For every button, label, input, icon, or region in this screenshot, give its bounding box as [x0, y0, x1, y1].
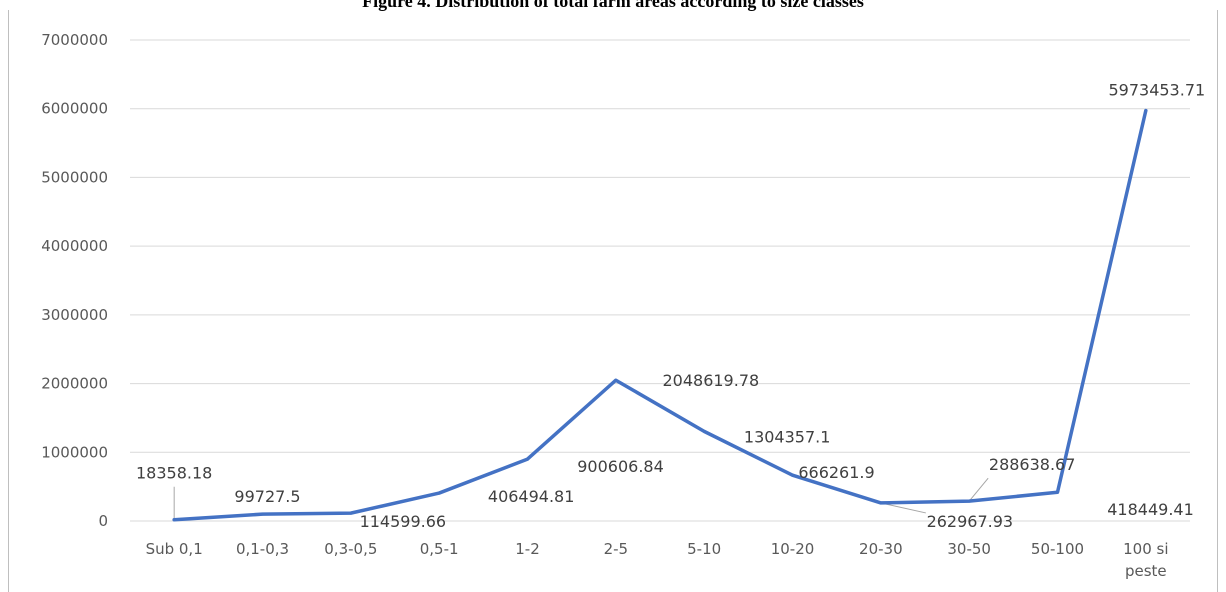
- data-point: [526, 457, 529, 461]
- data-point: [349, 511, 353, 515]
- series-line: [172, 108, 1148, 522]
- x-tick-label: 10-20: [771, 540, 815, 558]
- x-tick-label: Sub 0,1: [146, 540, 203, 558]
- data-point: [879, 501, 883, 505]
- x-tick-label: 5-10: [687, 540, 721, 558]
- data-label: 99727.5: [234, 487, 300, 506]
- x-tick-label: 0,5-1: [420, 540, 459, 558]
- data-point: [1144, 109, 1148, 113]
- x-tick-label: 100 si peste: [1123, 540, 1168, 580]
- y-axis-ticks: 0 1000000 2000000 3000000 4000000 5000000 6000…: [41, 31, 108, 530]
- y-tick-label: 2000000: [41, 375, 108, 393]
- data-point: [1056, 490, 1059, 494]
- data-point: [702, 429, 706, 433]
- data-point: [614, 378, 618, 382]
- y-tick-label: 0: [98, 512, 108, 530]
- data-label: 1304357.1: [744, 427, 831, 446]
- chart-title: Figure 4. Distribution of total farm are…: [362, 0, 864, 11]
- chart-frame: [8, 10, 1218, 592]
- data-point: [172, 518, 176, 522]
- data-point: [791, 473, 794, 477]
- x-tick-label: 0,1-0,3: [236, 540, 289, 558]
- y-tick-label: 1000000: [41, 443, 108, 461]
- x-axis-ticks: Sub 0,1 0,1-0,3 0,3-0,5 0,5-1 1-2 2-5 5-10 10-2…: [146, 540, 1169, 580]
- x-tick-label: 20-30: [859, 540, 903, 558]
- data-label: 114599.66: [360, 512, 447, 531]
- data-label: 18358.18: [136, 464, 212, 483]
- data-label: 900606.84: [577, 457, 664, 476]
- y-tick-label: 6000000: [41, 100, 108, 118]
- y-tick-label: 5000000: [41, 168, 108, 186]
- x-tick-label: 1-2: [515, 540, 540, 558]
- data-labels: 18358.18 99727.5 114599.66 406494.81900606.…: [136, 81, 1205, 532]
- label-leader-lines: [173, 477, 989, 520]
- leader-line: [968, 477, 989, 502]
- y-tick-label: 7000000: [41, 31, 108, 49]
- gridlines: [130, 39, 1190, 522]
- data-label: 2048619.78: [662, 371, 759, 390]
- data-label: 262967.93: [927, 512, 1014, 531]
- data-label: 288638.67: [989, 455, 1076, 474]
- data-label: 406494.81: [488, 487, 575, 506]
- data-point: [261, 512, 264, 516]
- leader-line: [880, 502, 926, 514]
- data-label: 418449.41: [1107, 500, 1194, 519]
- data-label: 5973453.71: [1108, 81, 1205, 100]
- x-tick-label: 30-50: [947, 540, 991, 558]
- series-line-group: [172, 108, 1148, 522]
- x-tick-label: 2-5: [604, 540, 629, 558]
- x-tick-label: 0,3-0,5: [324, 540, 377, 558]
- x-tick-label: 50-100: [1031, 540, 1084, 558]
- y-tick-label: 3000000: [41, 306, 108, 324]
- data-point: [437, 491, 441, 495]
- y-tick-label: 4000000: [41, 237, 108, 255]
- data-point: [967, 499, 971, 503]
- data-label: 666261.9: [798, 463, 874, 482]
